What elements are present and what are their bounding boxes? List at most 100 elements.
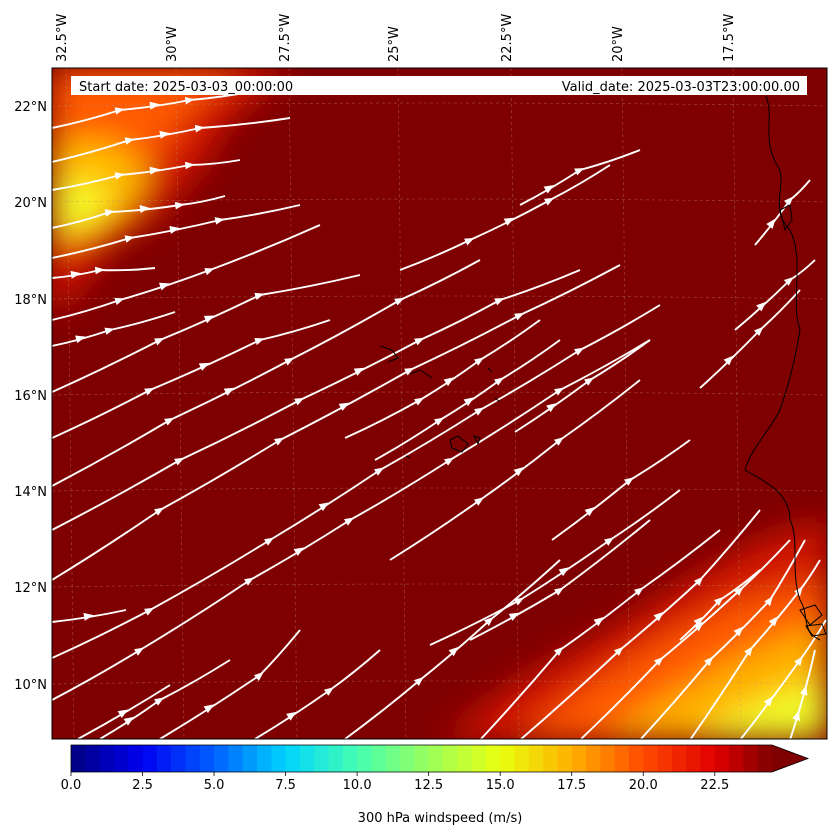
lat-label: 14°N (14, 485, 47, 500)
colorbar-bin (357, 745, 373, 772)
streamline (52, 224, 321, 321)
streamline-arrow (558, 567, 570, 577)
streamline-arrow (70, 270, 81, 279)
lat-label: 22°N (14, 100, 47, 115)
colorbar-bin (414, 745, 430, 772)
streamline (429, 489, 681, 646)
streamline (99, 659, 231, 739)
colorbar-bin (643, 745, 659, 772)
streamline-arrow (159, 130, 170, 139)
lat-label: 18°N (14, 293, 47, 308)
streamline (734, 259, 816, 331)
colorbar-bin (156, 745, 172, 772)
colorbar-tick-label: 22.5 (700, 778, 729, 793)
streamline (52, 339, 651, 701)
colorbar-bin (528, 745, 544, 772)
lat-label: 12°N (14, 581, 47, 596)
streamline-arrow (723, 355, 734, 366)
streamline-arrow (149, 166, 160, 175)
streamline-arrow (169, 226, 180, 234)
colorbar-bin (256, 745, 272, 772)
streamline (551, 439, 691, 541)
colorbar-ticks: 0.0 2.5 5.0 7.5 10.0 12.5 15.0 17.5 20.0 22.5 (61, 772, 729, 793)
colorbar-outline (70, 744, 810, 773)
colorbar-bin (471, 745, 487, 772)
colorbar-bin (729, 745, 744, 772)
colorbar-bin (199, 745, 215, 772)
colorbar-bin (557, 745, 573, 772)
streamline-arrow (448, 646, 459, 657)
colorbar-bin (543, 745, 559, 772)
colorbar (70, 744, 810, 773)
lon-label: 20°W (611, 26, 626, 62)
streamline (469, 519, 651, 641)
streamline-arrow (123, 716, 135, 726)
lon-label: 25°W (387, 26, 402, 62)
streamline-arrow (286, 711, 297, 721)
streamline (519, 149, 641, 206)
colorbar-tick-label: 0.0 (61, 778, 82, 793)
colorbar-bin (671, 745, 687, 772)
streamline-arrow (508, 612, 520, 621)
colorbar-bin (614, 745, 630, 772)
map-panel (52, 68, 827, 739)
colorbar-bin (571, 745, 587, 772)
streamline-arrow (693, 621, 704, 632)
colorbar-bin (85, 745, 101, 772)
streamline-arrow (763, 695, 773, 707)
streamline (789, 649, 816, 739)
streamline (52, 204, 301, 259)
streamline (754, 179, 811, 246)
streamline-arrow (203, 704, 215, 714)
colorbar-bin (342, 745, 358, 772)
streamline-arrow (463, 397, 475, 407)
colorbar-bin (185, 745, 201, 772)
african-coastline (744, 95, 821, 641)
streamline-arrow (503, 217, 515, 226)
start-date-label: Start date: 2025-03-03_00:00:00 (79, 80, 293, 95)
lon-label: 17.5°W (722, 14, 737, 62)
colorbar-bin (171, 745, 187, 772)
colorbar-bin (371, 745, 387, 772)
colorbar-bin (400, 745, 415, 772)
colorbar-bin (586, 745, 601, 772)
streamline-arrow (733, 626, 744, 637)
streamline-arrow (293, 547, 305, 557)
map-frame (51, 67, 828, 740)
streamline-arrow (766, 218, 776, 229)
streamline-arrow (139, 205, 150, 213)
colorbar-extend-arrow (772, 745, 808, 772)
streamline-arrow (756, 301, 767, 312)
streamline-arrow (584, 506, 595, 517)
streamline (519, 509, 761, 739)
streamline-arrow (75, 335, 86, 344)
streamline-arrow (513, 467, 525, 477)
streamline-arrow (792, 710, 800, 721)
colorbar-bin (385, 745, 401, 772)
colorbar-bin (442, 745, 458, 772)
colorbar-bin (314, 745, 330, 772)
streamline (689, 559, 821, 739)
parallel-line (52, 680, 827, 685)
lon-label: 32.5°W (55, 14, 70, 62)
info-banner (71, 76, 807, 95)
streamline-arrow (546, 403, 557, 413)
valid-date-label: Valid_date: 2025-03-03T23:00:00.00 (562, 80, 800, 95)
colorbar-bin (700, 745, 716, 772)
streamline-arrow (158, 282, 170, 291)
streamline (639, 539, 806, 739)
colorbar-bin (214, 745, 229, 772)
lon-label: 27.5°W (278, 14, 293, 62)
colorbar-bin (600, 745, 616, 772)
streamline-arrow (693, 616, 704, 627)
colorbar-bin (714, 745, 730, 772)
colorbar-bin (757, 745, 773, 772)
colorbar-bin (628, 745, 644, 772)
lat-label: 16°N (14, 389, 47, 404)
lat-label: 10°N (14, 678, 47, 693)
streamline-arrow (117, 709, 129, 718)
colorbar-bin (743, 745, 759, 772)
cape-verde-islands (379, 345, 501, 459)
colorbar-tick-label: 12.5 (414, 778, 443, 793)
colorbar-bin (428, 745, 444, 772)
